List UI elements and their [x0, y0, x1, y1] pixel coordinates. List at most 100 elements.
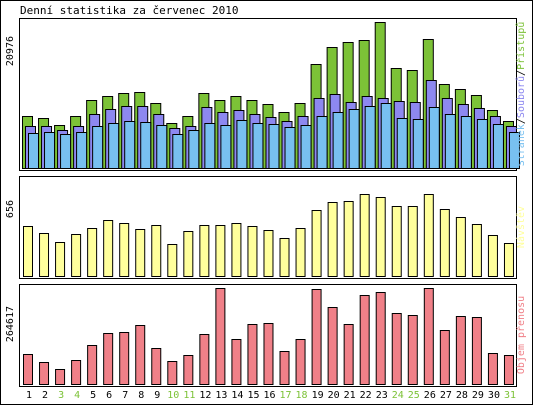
day-label-21: 21: [344, 390, 356, 401]
day-label-7: 7: [122, 390, 128, 401]
day-label-20: 20: [328, 390, 340, 401]
axis-max-label-visits: 656: [5, 200, 16, 218]
bar-visits-0-24: [391, 206, 402, 277]
day-label-25: 25: [408, 390, 420, 401]
bar-hits-2-30: [492, 124, 504, 169]
legend-visits: Návštěv: [515, 206, 527, 248]
bar-hits-2-14: [236, 120, 248, 169]
legend-entry-visits-0: Návštěv: [515, 206, 527, 248]
day-label-22: 22: [360, 390, 372, 401]
bar-hits-2-12: [204, 123, 216, 169]
bar-bytes-0-22: [359, 295, 370, 385]
bar-hits-2-20: [332, 112, 344, 169]
bar-visits-0-18: [295, 228, 306, 277]
bar-hits-2-17: [284, 127, 296, 169]
day-label-27: 27: [440, 390, 452, 401]
bar-hits-2-2: [44, 132, 56, 169]
bar-bytes-0-31: [503, 355, 514, 385]
series-bytes-0: [23, 288, 514, 385]
bar-visits-0-15: [247, 226, 258, 277]
legend-entry-hits-0: Stránek: [515, 124, 527, 166]
day-label-9: 9: [154, 390, 160, 401]
bar-hits-2-29: [476, 119, 488, 169]
bar-visits-0-4: [71, 234, 82, 277]
legend-bytes: Objem přenosu: [515, 296, 527, 374]
series-hits-2: [28, 103, 520, 169]
bar-bytes-0-4: [71, 360, 82, 385]
bar-bytes-0-1: [23, 354, 33, 385]
day-label-12: 12: [199, 390, 211, 401]
day-label-6: 6: [106, 390, 112, 401]
bar-visits-0-17: [279, 238, 290, 277]
bar-visits-0-11: [183, 231, 194, 277]
legend-separator: /: [516, 70, 527, 76]
bar-bytes-0-8: [135, 325, 146, 385]
bar-bytes-0-24: [391, 313, 402, 385]
bar-bytes-0-5: [87, 345, 98, 385]
bar-bytes-0-27: [439, 330, 450, 385]
bar-hits-2-9: [156, 125, 168, 169]
bar-visits-0-7: [119, 223, 130, 277]
bar-hits-2-13: [220, 125, 232, 169]
panel-bytes: 264617 Objem přenosu: [5, 284, 527, 387]
bar-visits-0-5: [87, 228, 98, 277]
day-label-29: 29: [472, 390, 484, 401]
day-label-14: 14: [231, 390, 243, 401]
day-label-8: 8: [138, 390, 144, 401]
bar-hits-2-18: [300, 125, 312, 169]
bar-hits-2-21: [348, 109, 360, 169]
day-label-23: 23: [376, 390, 388, 401]
bar-hits-2-8: [140, 122, 152, 169]
day-labels-group: 1 2 3 4 5 6 7 8 9 10 11 12 13 14 15 16 17 18 19 20 21 22 23 24 2…: [26, 390, 516, 401]
bar-bytes-0-29: [471, 317, 482, 385]
day-label-2: 2: [42, 390, 48, 401]
bar-bytes-0-28: [455, 316, 466, 385]
legend-entry-hits-2: Přístupů: [515, 22, 527, 70]
bar-visits-0-20: [327, 202, 338, 277]
day-label-28: 28: [456, 390, 468, 401]
bar-bytes-0-6: [103, 333, 114, 385]
day-label-26: 26: [424, 390, 436, 401]
bar-bytes-0-16: [263, 323, 274, 385]
bar-visits-0-21: [343, 201, 354, 277]
bar-hits-2-25: [412, 119, 424, 169]
bar-bytes-0-18: [295, 339, 306, 385]
day-label-30: 30: [488, 390, 500, 401]
bar-hits-2-10: [172, 134, 184, 169]
day-label-10: 10: [167, 390, 179, 401]
bar-visits-0-14: [231, 223, 242, 277]
bar-bytes-0-12: [199, 334, 210, 385]
bar-visits-0-16: [263, 230, 274, 277]
chart-title: Denní statistika za červenec 2010: [20, 4, 239, 17]
bar-visits-0-19: [311, 210, 322, 277]
bar-hits-2-4: [76, 132, 88, 169]
bar-hits-2-31: [508, 132, 520, 169]
bar-hits-2-22: [364, 106, 376, 169]
bar-visits-0-6: [103, 220, 114, 277]
bar-visits-0-8: [135, 229, 146, 277]
bar-visits-0-28: [455, 217, 466, 277]
bar-visits-0-30: [487, 235, 498, 277]
bar-visits-0-23: [375, 197, 386, 277]
panel-visits: 656 Návštěv: [5, 176, 527, 279]
bar-hits-2-11: [188, 130, 200, 169]
bar-hits-2-5: [92, 126, 104, 169]
bar-hits-2-23: [380, 103, 392, 169]
day-label-15: 15: [247, 390, 259, 401]
bar-bytes-0-25: [407, 315, 418, 385]
bar-visits-0-9: [151, 225, 162, 277]
bar-hits-2-16: [268, 124, 280, 169]
bar-visits-0-1: [23, 226, 33, 277]
day-label-24: 24: [392, 390, 404, 401]
series-visits-0: [23, 194, 514, 277]
bar-hits-2-7: [124, 121, 136, 169]
bar-bytes-0-20: [327, 307, 338, 385]
bar-bytes-0-3: [55, 369, 66, 385]
bar-hits-2-28: [460, 116, 472, 169]
day-label-19: 19: [312, 390, 324, 401]
bar-hits-2-27: [444, 114, 456, 169]
